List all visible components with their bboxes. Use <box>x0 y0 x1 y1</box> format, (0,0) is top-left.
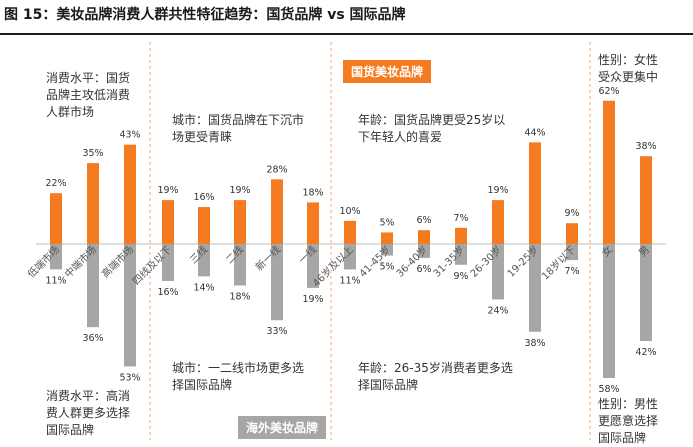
bar-domestic-8 <box>307 202 319 244</box>
value-label-domestic-6: 19% <box>229 185 250 196</box>
badge-international-brands: 海外美妆品牌 <box>238 416 327 439</box>
value-label-international-12: 9% <box>453 271 468 282</box>
value-label-domestic-4: 19% <box>157 185 178 196</box>
value-label-domestic-2: 35% <box>82 148 103 159</box>
value-label-domestic-10: 5% <box>379 217 394 228</box>
bar-international-17 <box>640 244 652 342</box>
bar-domestic-13 <box>492 200 504 244</box>
bar-international-4 <box>162 244 174 281</box>
bar-international-7 <box>271 244 283 321</box>
title-rule <box>0 33 693 35</box>
value-label-domestic-17: 38% <box>635 141 656 152</box>
bar-domestic-1 <box>50 193 62 244</box>
annotation-gender-bottom: 性别：男性 更愿意选择 国际品牌 <box>598 397 659 445</box>
bar-domestic-17 <box>640 156 652 244</box>
bar-domestic-10 <box>381 232 393 244</box>
value-label-domestic-11: 6% <box>416 215 431 226</box>
bar-international-2 <box>87 244 99 328</box>
bar-international-10 <box>381 244 393 256</box>
annotation-income-bottom: 消费水平：高消 费人群更多选择 国际品牌 <box>46 389 131 437</box>
value-label-international-17: 42% <box>635 347 656 358</box>
value-label-international-10: 5% <box>379 262 394 273</box>
value-label-domestic-15: 9% <box>564 208 579 219</box>
value-label-international-3: 53% <box>119 372 140 383</box>
value-label-international-16: 58% <box>598 384 619 395</box>
value-label-international-11: 6% <box>416 264 431 275</box>
bar-domestic-2 <box>87 163 99 244</box>
chart-title: 图 15：美妆品牌消费人群共性特征趋势：国货品牌 vs 国际品牌 <box>4 7 406 23</box>
annotation-city-top: 城市：国货品牌在下沉市 场更受青睐 <box>172 113 305 144</box>
value-label-domestic-8: 18% <box>302 187 323 198</box>
bar-international-12 <box>455 244 467 265</box>
annotation-city-bottom: 城市：一二线市场更多选 择国际品牌 <box>172 361 305 392</box>
value-label-international-5: 14% <box>193 282 214 293</box>
annotation-income-top: 消费水平：国货 品牌主攻低消费 人群市场 <box>46 71 131 119</box>
value-label-domestic-13: 19% <box>487 185 508 196</box>
bar-domestic-14 <box>529 142 541 244</box>
value-label-domestic-14: 44% <box>524 127 545 138</box>
bar-international-8 <box>307 244 319 288</box>
bar-international-5 <box>198 244 210 277</box>
bar-international-3 <box>124 244 136 367</box>
bar-domestic-16 <box>603 100 615 244</box>
bar-domestic-15 <box>566 223 578 244</box>
bar-international-13 <box>492 244 504 300</box>
value-label-domestic-7: 28% <box>266 164 287 175</box>
value-label-international-2: 36% <box>82 333 103 344</box>
value-label-domestic-9: 10% <box>339 206 360 217</box>
value-label-domestic-16: 62% <box>598 86 619 97</box>
value-label-international-13: 24% <box>487 305 508 316</box>
value-label-international-4: 16% <box>157 287 178 298</box>
bar-domestic-6 <box>234 200 246 244</box>
bar-domestic-12 <box>455 227 467 244</box>
value-label-international-6: 18% <box>229 292 250 303</box>
value-label-international-7: 33% <box>266 326 287 337</box>
bar-domestic-3 <box>124 144 136 244</box>
bar-domestic-5 <box>198 207 210 244</box>
bar-domestic-4 <box>162 200 174 244</box>
value-label-international-1: 11% <box>45 275 66 286</box>
value-label-domestic-1: 22% <box>45 178 66 189</box>
bar-domestic-11 <box>418 230 430 244</box>
value-label-international-14: 38% <box>524 338 545 349</box>
value-label-international-9: 11% <box>339 275 360 286</box>
bar-domestic-9 <box>344 220 356 244</box>
value-label-domestic-12: 7% <box>453 213 468 224</box>
bar-international-15 <box>566 244 578 261</box>
bar-international-1 <box>50 244 62 270</box>
bar-international-6 <box>234 244 246 286</box>
bar-international-9 <box>344 244 356 270</box>
bar-international-16 <box>603 244 615 378</box>
bar-international-11 <box>418 244 430 258</box>
badge-domestic-brands: 国货美妆品牌 <box>343 60 432 83</box>
value-label-international-8: 19% <box>302 294 323 305</box>
bar-domestic-7 <box>271 179 283 244</box>
annotation-age-top: 年龄：国货品牌更受25岁以 下年轻人的喜爱 <box>358 113 506 144</box>
annotation-gender-top: 性别：女性 受众更集中 <box>598 53 659 84</box>
value-label-domestic-5: 16% <box>193 192 214 203</box>
value-label-international-15: 7% <box>564 266 579 277</box>
bar-international-14 <box>529 244 541 332</box>
value-label-domestic-3: 43% <box>119 130 140 141</box>
annotation-age-bottom: 年龄：26-35岁消费者更多选 择国际品牌 <box>358 361 513 392</box>
